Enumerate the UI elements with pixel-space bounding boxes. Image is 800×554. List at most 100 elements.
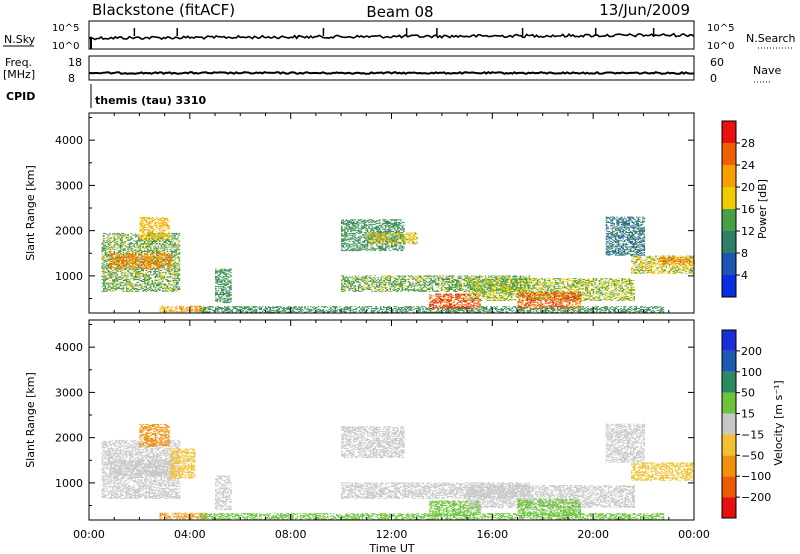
heatmap-cell	[304, 308, 306, 310]
heatmap-cell	[448, 280, 450, 282]
heatmap-cell	[168, 262, 170, 264]
heatmap-cell	[119, 245, 122, 247]
heatmap-cell	[362, 289, 364, 291]
heatmap-cell	[116, 267, 119, 269]
heatmap-cell	[456, 284, 458, 286]
heatmap-cell	[436, 290, 438, 292]
heatmap-cell	[378, 284, 381, 286]
heatmap-cell	[154, 270, 157, 272]
heatmap-cell	[103, 237, 105, 239]
heatmap-cell	[218, 308, 220, 310]
heatmap-cell	[156, 262, 158, 264]
heatmap-cell	[109, 232, 111, 234]
heatmap-cell	[177, 248, 179, 250]
heatmap-cell	[159, 255, 161, 257]
heatmap-cell	[260, 308, 262, 310]
heatmap-cell	[224, 286, 226, 288]
heatmap-cell	[165, 290, 167, 292]
heatmap-cell	[150, 237, 152, 239]
heatmap-cell	[153, 252, 155, 254]
heatmap-cell	[113, 246, 116, 248]
heatmap-cell	[162, 279, 164, 281]
heatmap-cell	[122, 260, 125, 262]
heatmap-cell	[451, 283, 453, 285]
heatmap-cell	[143, 273, 146, 275]
heatmap-cell	[661, 309, 663, 311]
heatmap-cell	[432, 306, 435, 308]
heatmap-cell	[446, 310, 448, 312]
heatmap-cell	[103, 255, 105, 257]
heatmap-cell	[146, 251, 149, 253]
heatmap-cell	[140, 280, 143, 282]
heatmap-cell	[116, 254, 119, 256]
heatmap-cell	[552, 309, 554, 311]
heatmap-cell	[397, 279, 399, 281]
heatmap-cell	[626, 309, 628, 311]
heatmap-cell	[110, 263, 113, 265]
heatmap-cell	[362, 276, 364, 278]
heatmap-cell	[109, 279, 111, 281]
heatmap-cell	[139, 237, 141, 239]
heatmap-cell	[131, 290, 134, 292]
heatmap-cell	[127, 252, 129, 254]
heatmap-cell	[174, 279, 176, 281]
heatmap-cell	[154, 251, 157, 253]
heatmap-cell	[167, 305, 169, 307]
heatmap-cell	[154, 240, 157, 242]
heatmap-cell	[434, 284, 437, 286]
heatmap-cell	[433, 289, 435, 291]
heatmap-cell	[169, 270, 172, 272]
heatmap-cell	[377, 285, 379, 287]
heatmap-cell	[106, 283, 108, 285]
heatmap-cell	[119, 244, 122, 246]
heatmap-cell	[174, 255, 176, 257]
heatmap-cell	[621, 308, 624, 310]
heatmap-cell	[119, 276, 122, 278]
heatmap-cell	[169, 233, 172, 235]
heatmap-cell	[347, 287, 349, 289]
heatmap-cell	[649, 308, 651, 310]
heatmap-cell	[110, 268, 113, 270]
heatmap-cell	[377, 279, 379, 281]
heatmap-cell	[227, 290, 229, 292]
heatmap-cell	[419, 310, 421, 312]
heatmap-cell	[151, 226, 154, 228]
heatmap-cell	[550, 306, 553, 308]
heatmap-cell	[198, 305, 201, 307]
heatmap-cell	[145, 278, 147, 280]
heatmap-cell	[142, 231, 144, 233]
heatmap-cell	[142, 262, 144, 264]
heatmap-cell	[237, 309, 240, 311]
heatmap-cell	[146, 259, 149, 261]
heatmap-cell	[617, 308, 619, 310]
heatmap-cell	[106, 240, 108, 242]
heatmap-cell	[125, 285, 128, 287]
heatmap-cell	[522, 309, 524, 311]
heatmap-cell	[385, 308, 388, 310]
heatmap-cell	[140, 236, 143, 238]
heatmap-cell	[162, 267, 164, 269]
heatmap-cell	[134, 258, 137, 260]
heatmap-cell	[165, 287, 167, 289]
heatmap-cell	[101, 242, 104, 244]
heatmap-cell	[410, 285, 413, 287]
heatmap-cell	[162, 260, 164, 262]
heatmap-cell	[163, 251, 166, 253]
heatmap-cell	[136, 240, 138, 242]
heatmap-cell	[133, 278, 135, 280]
heatmap-cell	[130, 257, 132, 259]
heatmap-cell	[581, 311, 583, 313]
heatmap-cell	[366, 289, 369, 291]
heatmap-cell	[451, 281, 453, 283]
heatmap-cell	[122, 289, 125, 291]
heatmap-cell	[448, 288, 450, 290]
heatmap-cell	[115, 288, 117, 290]
heatmap-cell	[174, 267, 176, 269]
heatmap-cell	[169, 249, 172, 251]
heatmap-cell	[385, 307, 388, 309]
heatmap-cell	[122, 266, 125, 268]
heatmap-cell	[528, 310, 530, 312]
heatmap-cell	[362, 285, 364, 287]
heatmap-cell	[369, 279, 372, 281]
heatmap-cell	[421, 289, 423, 291]
